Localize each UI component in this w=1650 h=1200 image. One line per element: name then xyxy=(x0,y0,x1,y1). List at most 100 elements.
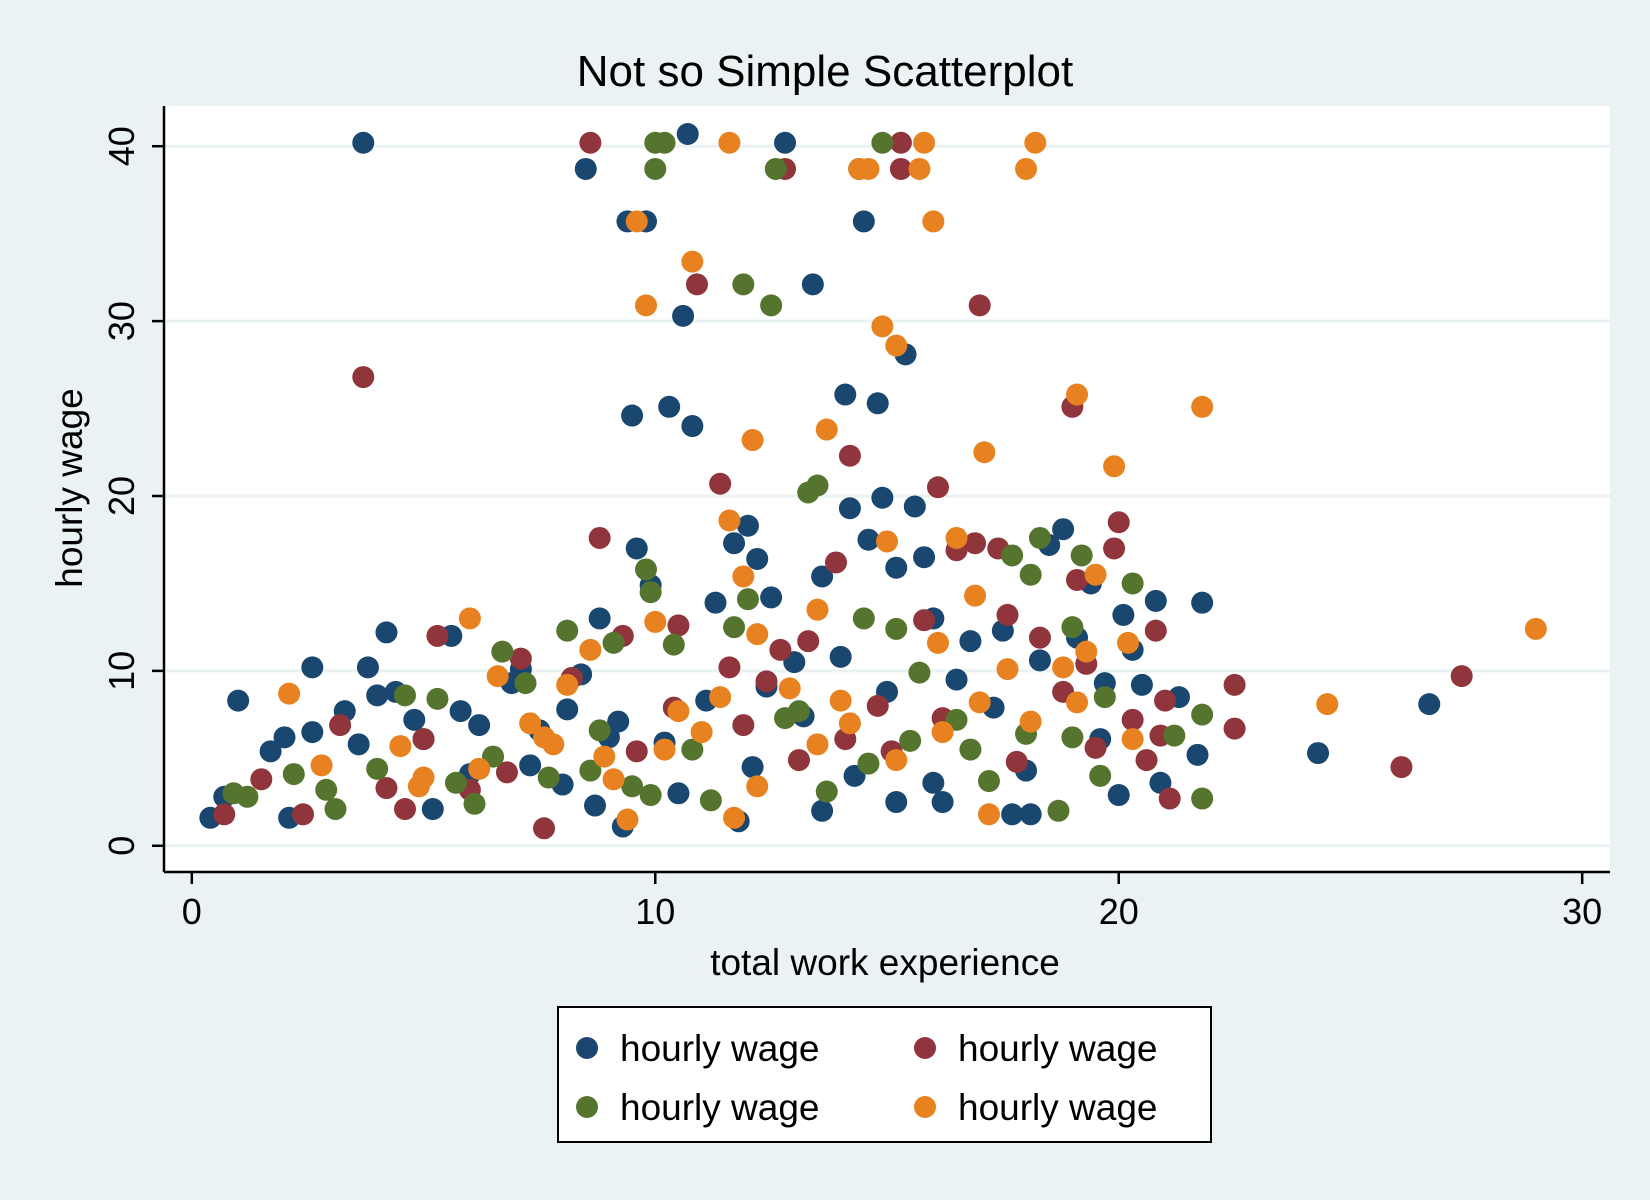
data-point xyxy=(556,673,579,696)
data-point xyxy=(653,738,676,761)
data-point xyxy=(1084,736,1107,759)
data-point xyxy=(926,476,949,499)
data-point xyxy=(778,677,801,700)
legend-marker xyxy=(576,1037,598,1059)
data-point xyxy=(704,591,727,614)
data-point xyxy=(1191,703,1214,726)
data-point xyxy=(1028,649,1051,672)
legend-label: hourly wage xyxy=(620,1087,820,1128)
data-point xyxy=(213,803,236,826)
data-point xyxy=(829,689,852,712)
x-axis-title: total work experience xyxy=(710,942,1060,983)
data-point xyxy=(1390,756,1413,779)
data-point xyxy=(871,131,894,154)
data-point xyxy=(468,757,491,780)
data-point xyxy=(1107,511,1130,534)
x-axis-ticks: 0 10 20 30 xyxy=(182,872,1602,932)
legend-marker xyxy=(914,1096,936,1118)
data-point xyxy=(324,798,347,821)
data-point xyxy=(825,551,848,574)
data-point xyxy=(806,598,829,621)
data-point xyxy=(519,754,542,777)
data-point xyxy=(857,752,880,775)
legend: hourly wage hourly wage hourly wage hourly … xyxy=(557,1006,1212,1143)
data-point xyxy=(412,766,435,789)
data-point xyxy=(579,638,602,661)
legend-label: hourly wage xyxy=(620,1028,820,1069)
data-point xyxy=(644,157,667,180)
x-tick-label: 20 xyxy=(1099,891,1139,932)
y-tick-label: 10 xyxy=(101,651,142,691)
data-point xyxy=(1154,689,1177,712)
data-point xyxy=(533,817,556,840)
data-point xyxy=(1130,673,1153,696)
data-point xyxy=(1121,708,1144,731)
data-point xyxy=(977,803,1000,826)
data-point xyxy=(964,584,987,607)
data-point xyxy=(866,392,889,415)
data-point xyxy=(625,740,648,763)
data-point xyxy=(1075,640,1098,663)
data-point xyxy=(1223,673,1246,696)
data-point xyxy=(588,526,611,549)
data-point xyxy=(1066,568,1089,591)
data-point xyxy=(871,315,894,338)
data-point xyxy=(838,712,861,735)
data-point xyxy=(389,735,412,758)
data-point xyxy=(945,668,968,691)
data-point xyxy=(495,761,518,784)
data-point xyxy=(259,740,282,763)
x-tick-label: 0 xyxy=(182,891,202,932)
data-point xyxy=(834,383,857,406)
data-point xyxy=(746,775,769,798)
data-point xyxy=(667,700,690,723)
legend-label: hourly wage xyxy=(958,1028,1158,1069)
data-point xyxy=(1015,157,1038,180)
data-point xyxy=(1450,665,1473,688)
data-point xyxy=(922,210,945,233)
data-point xyxy=(774,131,797,154)
data-point xyxy=(996,603,1019,626)
data-point xyxy=(556,698,579,721)
data-point xyxy=(1191,395,1214,418)
data-point xyxy=(1112,603,1135,626)
data-point xyxy=(662,633,685,656)
data-point xyxy=(1117,631,1139,654)
data-point xyxy=(885,617,908,640)
data-point xyxy=(866,694,889,717)
data-point xyxy=(329,714,352,737)
data-point xyxy=(1103,455,1126,478)
data-point xyxy=(1061,616,1084,639)
data-point xyxy=(903,495,926,518)
data-point xyxy=(885,334,908,357)
data-point xyxy=(616,808,639,831)
data-point xyxy=(931,721,954,744)
data-point xyxy=(811,565,834,588)
data-point xyxy=(926,631,949,654)
data-point xyxy=(885,749,908,772)
data-point xyxy=(639,784,662,807)
data-point xyxy=(811,799,834,822)
data-point xyxy=(681,415,704,438)
data-point xyxy=(964,532,987,555)
data-point xyxy=(315,778,338,801)
data-point xyxy=(658,395,681,418)
data-point xyxy=(741,429,764,452)
data-point xyxy=(625,537,648,560)
data-point xyxy=(366,757,389,780)
data-point xyxy=(899,729,922,752)
data-point xyxy=(764,157,787,180)
y-tick-label: 40 xyxy=(101,126,142,166)
legend-items: hourly wage hourly wage hourly wage hourly … xyxy=(576,1028,1158,1128)
data-point xyxy=(723,616,746,639)
data-point xyxy=(273,726,296,749)
data-point xyxy=(755,670,778,693)
data-point xyxy=(1144,619,1167,642)
y-axis-ticks: 0 10 20 30 40 xyxy=(101,126,164,856)
data-point xyxy=(1001,544,1024,567)
data-point xyxy=(667,782,690,805)
data-point xyxy=(537,766,560,789)
data-point xyxy=(556,619,579,642)
data-point xyxy=(486,665,509,688)
data-point xyxy=(1052,656,1075,679)
